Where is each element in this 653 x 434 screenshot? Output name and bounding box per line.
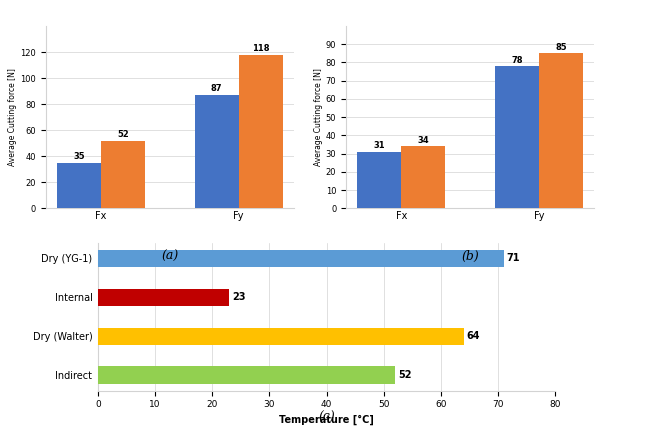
Bar <box>98 289 229 306</box>
Text: 35: 35 <box>73 152 85 161</box>
Text: (b): (b) <box>461 250 479 263</box>
Bar <box>98 250 503 267</box>
Text: 85: 85 <box>555 43 567 52</box>
Bar <box>98 366 395 384</box>
Legend: Dry, Internal: Dry, Internal <box>127 243 212 259</box>
Text: 71: 71 <box>507 253 520 263</box>
Text: 23: 23 <box>232 293 246 302</box>
Text: (a): (a) <box>161 250 178 263</box>
Bar <box>98 328 464 345</box>
Bar <box>101 141 145 208</box>
Bar <box>357 152 402 208</box>
Bar <box>57 163 101 208</box>
Text: 78: 78 <box>511 56 522 65</box>
Legend: Dry, Indirect: Dry, Indirect <box>428 243 512 259</box>
Text: 87: 87 <box>211 84 222 93</box>
Bar <box>195 95 238 208</box>
Text: 34: 34 <box>417 136 429 145</box>
Text: 52: 52 <box>117 130 129 139</box>
Text: 52: 52 <box>398 370 411 380</box>
Text: 31: 31 <box>374 141 385 150</box>
Y-axis label: Average Cutting force [N]: Average Cutting force [N] <box>314 68 323 166</box>
Text: 64: 64 <box>466 331 480 341</box>
Bar <box>402 146 445 208</box>
Y-axis label: Average Cutting force [N]: Average Cutting force [N] <box>8 68 18 166</box>
X-axis label: Temperature [°C]: Temperature [°C] <box>279 415 374 425</box>
Text: 118: 118 <box>252 44 269 53</box>
Bar <box>238 55 283 208</box>
Bar <box>495 66 539 208</box>
Text: (c): (c) <box>318 411 335 424</box>
Bar <box>539 53 583 208</box>
